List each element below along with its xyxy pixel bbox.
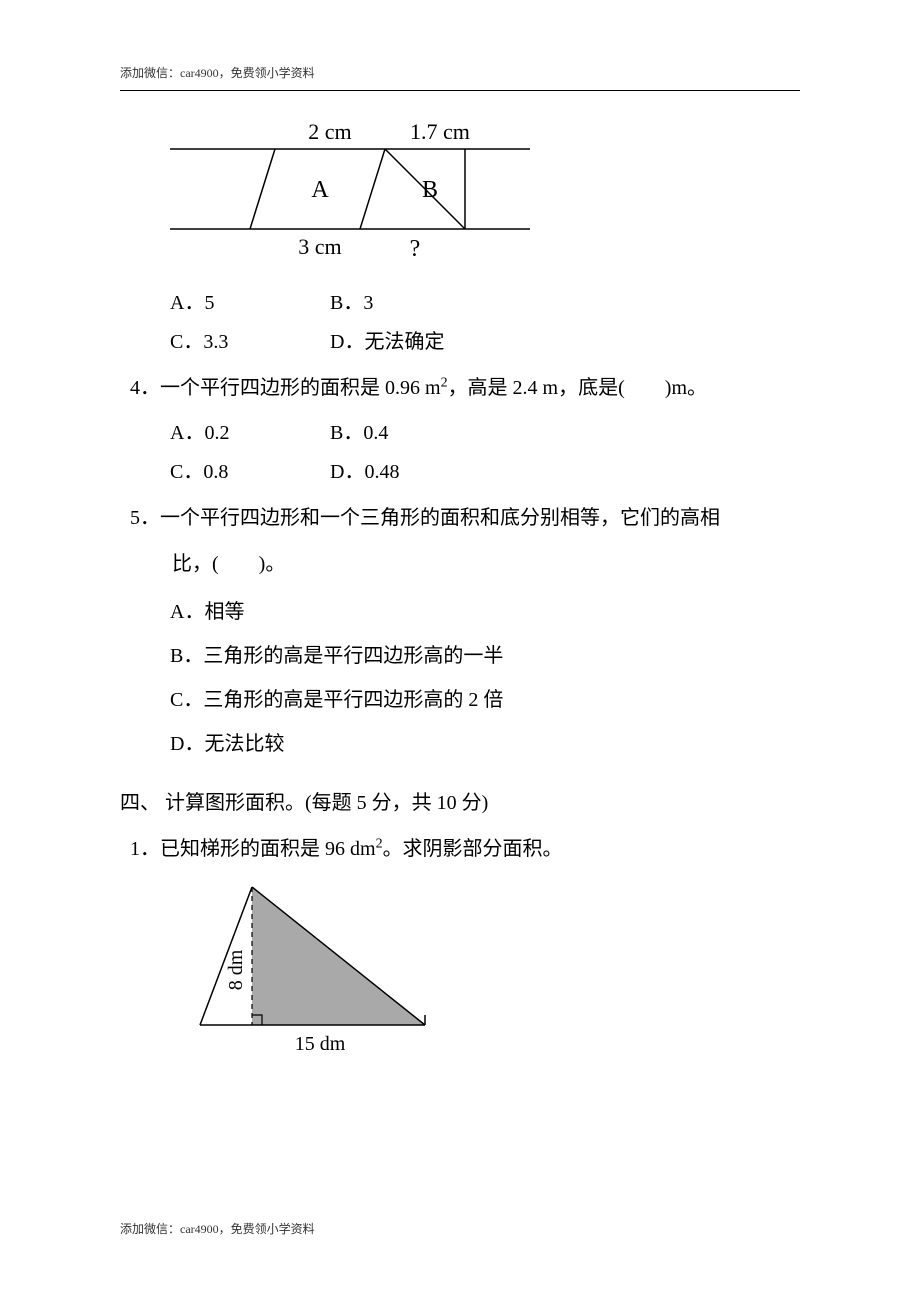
content-area: 2 cm 1.7 cm A B 3 cm ? A．5 B．3 C．3.3 D．无… bbox=[120, 90, 800, 1080]
footer-note: 添加微信：car4900，免费领小学资料 bbox=[120, 1220, 800, 1237]
q4-stem-suffix: )m。 bbox=[665, 377, 707, 399]
fig1-top-label-2: 1.7 cm bbox=[410, 119, 470, 144]
q4-1-stem: 1．已知梯形的面积是 96 dm2。求阴影部分面积。 bbox=[130, 831, 800, 867]
q4-option-d: D．0.48 bbox=[330, 455, 490, 484]
q4-options-row2: C．0.8 D．0.48 bbox=[170, 455, 800, 484]
fig2-height-label: 8 dm bbox=[225, 949, 247, 990]
q4-options-row1: A．0.2 B．0.4 bbox=[170, 416, 800, 445]
q5-option-a: A．相等 bbox=[170, 590, 800, 634]
q3-option-c: C．3.3 bbox=[170, 325, 330, 354]
q5-line2: 比，( )。 bbox=[172, 546, 800, 582]
q3-option-a: A．5 bbox=[170, 286, 330, 315]
q3-option-b: B．3 bbox=[330, 286, 490, 315]
q4-stem-mid: ，高是 2.4 m，底是( bbox=[448, 377, 625, 399]
q4-option-a: A．0.2 bbox=[170, 416, 330, 445]
q4-sup: 2 bbox=[441, 375, 448, 390]
fig2-base-label: 15 dm bbox=[295, 1033, 346, 1055]
q5-option-c: C．三角形的高是平行四边形高的 2 倍 bbox=[170, 678, 800, 722]
q5-stem: 5．一个平行四边形和一个三角形的面积和底分别相等，它们的高相 比，( )。 bbox=[130, 500, 800, 582]
q3-option-d: D．无法确定 bbox=[330, 325, 490, 354]
fig1-bottom-label-2: ? bbox=[410, 236, 421, 262]
q3-options-row2: C．3.3 D．无法确定 bbox=[170, 325, 800, 354]
header-note: 添加微信：car4900，免费领小学资料 bbox=[120, 64, 315, 81]
q4-1-suffix: 。求阴影部分面积。 bbox=[383, 838, 563, 860]
q5-line1: 5．一个平行四边形和一个三角形的面积和底分别相等，它们的高相 bbox=[130, 507, 720, 529]
q5-options: A．相等 B．三角形的高是平行四边形高的一半 C．三角形的高是平行四边形高的 2… bbox=[170, 590, 800, 766]
q5-option-d: D．无法比较 bbox=[170, 722, 800, 766]
q4-option-b: B．0.4 bbox=[330, 416, 490, 445]
figure-q4-1: 8 dm 15 dm bbox=[180, 875, 800, 1080]
fig1-region-a: A bbox=[311, 177, 329, 203]
q5-option-b: B．三角形的高是平行四边形高的一半 bbox=[170, 634, 800, 678]
q4-1-prefix: 1．已知梯形的面积是 96 dm bbox=[130, 838, 376, 860]
section-4-head: 四、 计算图形面积。(每题 5 分，共 10 分) bbox=[120, 786, 800, 815]
q4-1-sup: 2 bbox=[376, 836, 383, 851]
q3-options-row1: A．5 B．3 bbox=[170, 286, 800, 315]
figure-q3: 2 cm 1.7 cm A B 3 cm ? bbox=[160, 109, 800, 274]
diagram-trapezoid: 8 dm 15 dm bbox=[180, 875, 440, 1075]
fig1-region-b: B bbox=[422, 177, 438, 203]
fig1-top-label-1: 2 cm bbox=[308, 119, 351, 144]
fig1-bottom-label-1: 3 cm bbox=[298, 234, 341, 259]
q4-stem: 4．一个平行四边形的面积是 0.96 m2，高是 2.4 m，底是( )m。 bbox=[130, 370, 800, 406]
q4-stem-prefix: 4．一个平行四边形的面积是 0.96 m bbox=[130, 377, 441, 399]
diagram-shapes: 2 cm 1.7 cm A B 3 cm ? bbox=[160, 109, 540, 269]
q4-option-c: C．0.8 bbox=[170, 455, 330, 484]
